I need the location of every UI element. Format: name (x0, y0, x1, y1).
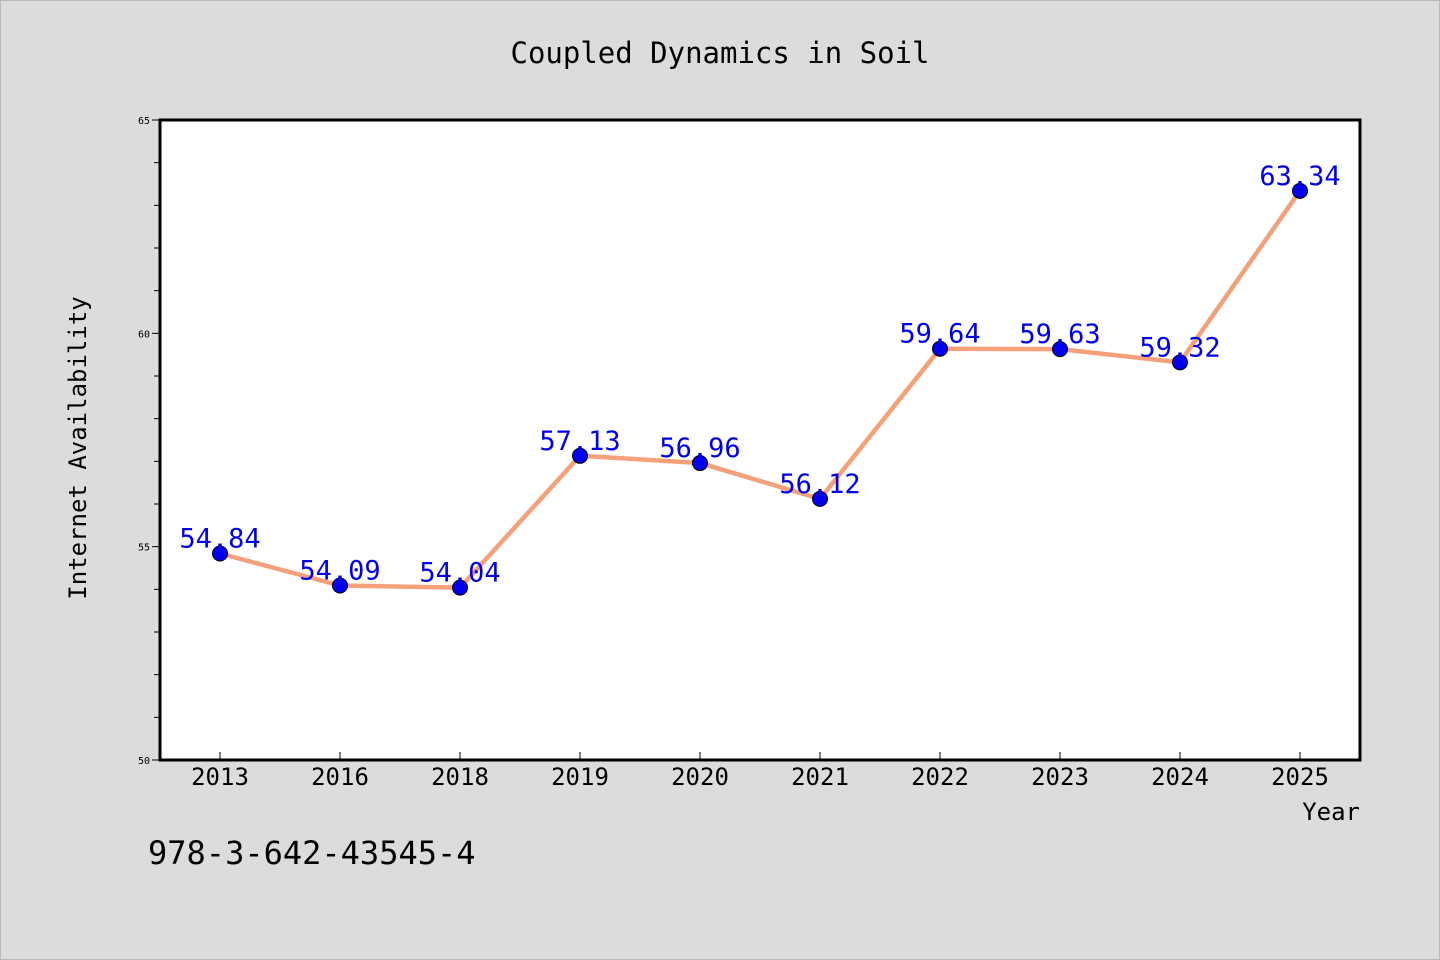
data-point (1172, 354, 1188, 371)
x-tick-label: 2018 (431, 763, 489, 791)
x-tick-label: 2024 (1151, 763, 1209, 791)
y-tick-label: 55 (138, 543, 150, 554)
y-tick-label: 65 (138, 116, 150, 127)
data-point (932, 340, 948, 357)
plot-area (158, 118, 1362, 762)
series-group (212, 182, 1308, 596)
data-point (452, 579, 468, 596)
data-label: 57.13 (539, 426, 620, 457)
data-point (1052, 341, 1068, 358)
data-label: 56.96 (659, 433, 740, 464)
x-tick-label: 2016 (311, 763, 369, 791)
data-label: 54.04 (419, 558, 500, 589)
x-tick-label: 2025 (1271, 763, 1329, 791)
data-point (1292, 182, 1308, 199)
data-point (812, 490, 828, 507)
y-axis: 50 55 60 65 (138, 116, 160, 767)
y-axis-label: Internet Availability (64, 296, 92, 599)
y-tick-label: 60 (138, 329, 150, 340)
data-point (692, 455, 708, 472)
x-tick-label: 2022 (911, 763, 969, 791)
x-tick-label: 2021 (791, 763, 849, 791)
data-label: 54.09 (299, 555, 380, 586)
isbn-annotation: 978-3-642-43545-4 (148, 834, 476, 872)
data-label: 59.64 (899, 319, 980, 350)
data-point (332, 577, 348, 594)
x-axis: 2013 2016 2018 2019 2020 2021 2022 2023 2024 2025 (191, 752, 1329, 791)
x-tick-label: 2013 (191, 763, 249, 791)
x-tick-label: 2023 (1031, 763, 1089, 791)
x-axis-label: Year (1302, 798, 1360, 826)
data-label: 54.84 (179, 523, 260, 554)
x-tick-label: 2019 (551, 763, 609, 791)
y-tick-label: 50 (138, 756, 150, 767)
data-labels: 54.84 54.09 54.04 57.13 56.96 56.12 59.64 59.63… (179, 161, 1340, 589)
data-label: 59.32 (1139, 332, 1220, 363)
data-label: 63.34 (1259, 161, 1340, 192)
data-label: 59.63 (1019, 319, 1100, 350)
data-point (572, 447, 588, 464)
data-label: 56.12 (779, 469, 860, 500)
series-line (217, 188, 1303, 590)
x-tick-label: 2020 (671, 763, 729, 791)
data-point (212, 545, 228, 562)
chart-title: Coupled Dynamics in Soil (510, 36, 929, 70)
